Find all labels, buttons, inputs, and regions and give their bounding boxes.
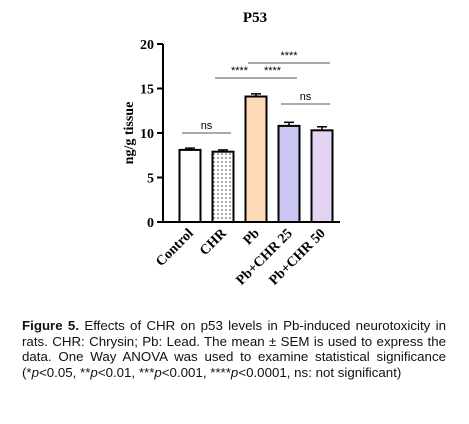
bar	[244, 95, 268, 223]
caption-text: Effects of CHR on p53 levels in Pb-induc…	[22, 318, 446, 380]
x-tick-label: CHR	[197, 226, 230, 259]
bar	[277, 124, 301, 223]
caption-label: Figure 5.	[22, 318, 80, 333]
y-axis-label: ng/g tissue	[122, 102, 137, 165]
bar	[211, 150, 235, 223]
y-tick-label: 5	[147, 172, 154, 187]
caption-italic: p	[90, 364, 98, 380]
significance-label: ****	[280, 50, 298, 62]
caption-text: <0.01, ***	[97, 364, 155, 380]
y-tick-label: 0	[147, 216, 154, 231]
caption-italic: p	[154, 364, 162, 380]
significance-label: ****	[264, 65, 282, 77]
caption: Figure 5. Effects of CHR on p53 levels i…	[22, 318, 446, 380]
y-tick-label: 10	[140, 127, 154, 142]
significance-label: ns	[300, 91, 312, 103]
chart-title: P53	[243, 10, 267, 26]
caption-text: <0.05, **	[39, 364, 91, 380]
significance-label: ns	[201, 120, 213, 132]
significance-label: ****	[231, 65, 249, 77]
caption-italic: p	[230, 364, 239, 380]
bar	[178, 148, 202, 223]
caption-text: <0.0001, ns: not significant)	[238, 364, 402, 380]
caption-italic: p	[31, 364, 40, 380]
caption-text: <0.001, ****	[161, 364, 231, 380]
x-tick-label: Control	[153, 226, 197, 270]
y-tick-label: 20	[140, 38, 154, 53]
bar	[310, 129, 334, 223]
x-tick-label: Pb	[241, 226, 263, 248]
y-tick-label: 15	[140, 83, 154, 98]
